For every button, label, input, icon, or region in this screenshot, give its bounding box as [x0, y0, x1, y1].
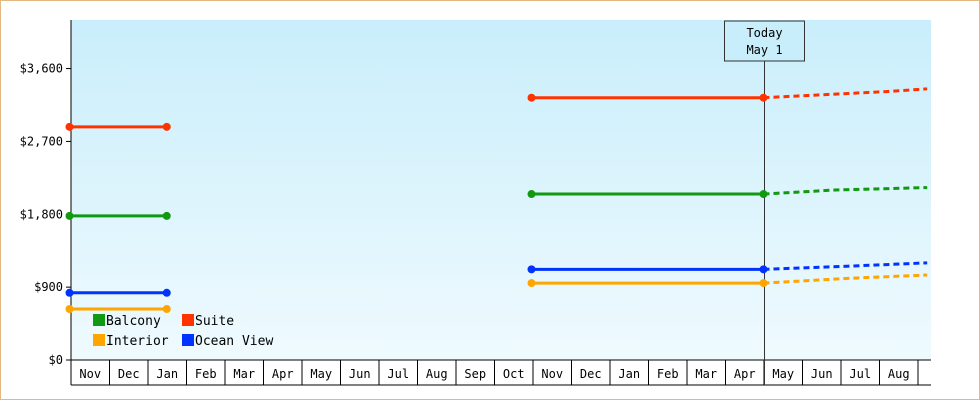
x-tick-label: Nov	[79, 367, 101, 381]
series-interior-point	[162, 305, 171, 313]
legend-label-suite: Suite	[195, 314, 234, 329]
legend-swatch-balcony	[93, 314, 105, 326]
series-interior-point	[65, 305, 74, 313]
legend: Balcony Suite Interior Ocean View	[93, 314, 273, 349]
legend-swatch-ocean-view	[182, 334, 194, 346]
x-tick-label: May	[310, 367, 332, 381]
legend-label-ocean-view: Ocean View	[195, 334, 273, 349]
x-tick-label: Jan	[618, 367, 640, 381]
x-tick-label: Sep	[464, 367, 486, 381]
y-tick-label: $900	[34, 280, 63, 294]
today-date: May 1	[746, 43, 782, 57]
series-suite-forecast	[763, 87, 928, 100]
series-suite-point	[65, 122, 74, 131]
series-suite-point	[162, 122, 171, 131]
today-marker: Today May 1	[724, 20, 805, 385]
plot-area	[71, 20, 931, 360]
x-tick-label: Feb	[195, 367, 217, 381]
series-balcony-point	[65, 211, 74, 220]
x-tick-label: Dec	[580, 367, 602, 381]
series-suite-point	[527, 93, 536, 102]
series-balcony-point	[527, 190, 536, 199]
x-tick-label: Nov	[541, 367, 563, 381]
series-interior-point	[527, 279, 536, 288]
y-tick-label: $2,700	[20, 134, 63, 148]
x-tick-label: Aug	[888, 367, 910, 381]
series-ocean-view-point	[527, 265, 536, 274]
x-tick-label: Jun	[811, 367, 833, 381]
x-tick-label: Feb	[657, 367, 679, 381]
x-axis: Nov Dec Jan Feb Mar Apr May Jun Jul Aug Sep Oct Nov D…	[70, 359, 931, 386]
x-tick-label: May	[772, 367, 794, 381]
series-balcony-forecast	[763, 186, 928, 196]
x-tick-label: Jul	[849, 367, 871, 381]
y-tick-label: $3,600	[20, 62, 63, 76]
y-axis: $0 $900 $1,800 $2,700 $3,600	[20, 20, 72, 367]
series-balcony-point	[162, 211, 171, 220]
today-label: Today	[746, 26, 782, 40]
series-ocean-view-point	[65, 288, 74, 297]
legend-swatch-suite	[182, 314, 194, 326]
x-tick-label: Mar	[695, 367, 717, 381]
y-tick-label: $1,800	[20, 207, 63, 221]
legend-label-interior: Interior	[106, 334, 169, 349]
x-tick-label: Mar	[233, 367, 255, 381]
x-tick-label: Oct	[503, 367, 525, 381]
x-tick-label: Jul	[387, 367, 409, 381]
x-tick-label: Jun	[349, 367, 371, 381]
x-tick-label: Dec	[118, 367, 140, 381]
x-tick-label: Jan	[156, 367, 178, 381]
today-label-box	[724, 20, 805, 62]
y-tick-label: $0	[49, 353, 63, 367]
x-tick-label: Aug	[426, 367, 448, 381]
series-layer	[65, 87, 928, 313]
legend-label-balcony: Balcony	[106, 314, 161, 329]
x-tick-label: Apr	[734, 367, 756, 381]
x-tick-label: Apr	[272, 367, 294, 381]
series-ocean-view-point	[162, 288, 171, 297]
legend-swatch-interior	[93, 334, 105, 346]
